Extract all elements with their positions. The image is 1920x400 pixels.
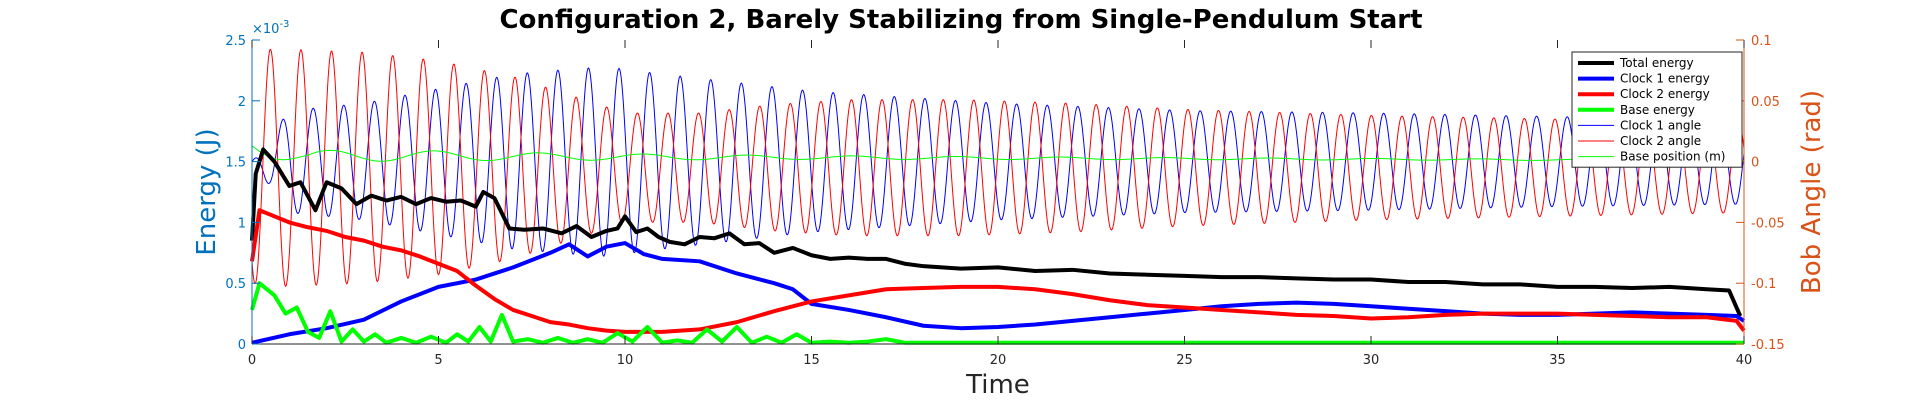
left-y-tick-label: 1.5	[225, 156, 246, 171]
legend-label-base-energy: Base energy	[1620, 103, 1695, 117]
legend-label-base-position-m: Base position (m)	[1620, 150, 1725, 164]
x-tick-label: 0	[248, 353, 256, 368]
plot-ticks: 0 5 10 15 20 25 30 35 40 0 0.5 1 1.5 2 2.5 -0.15 -0.1 -0.…	[225, 34, 1784, 368]
x-tick-label: 35	[1549, 353, 1566, 368]
right-y-tick-label: -0.15	[1751, 338, 1785, 353]
x-tick-label: 40	[1736, 353, 1753, 368]
x-tick-label: 30	[1363, 353, 1380, 368]
x-tick-label: 5	[434, 353, 442, 368]
x-tick-label: 10	[617, 353, 634, 368]
left-y-tick-label: 0	[238, 338, 246, 353]
legend-label-clock-1-energy: Clock 1 energy	[1620, 72, 1710, 86]
left-y-tick-label: 2.5	[225, 34, 246, 49]
left-y-tick-label: 0.5	[225, 277, 246, 292]
x-tick-label: 15	[803, 353, 820, 368]
legend-label-clock-2-energy: Clock 2 energy	[1620, 87, 1710, 101]
left-y-tick-label: 2	[238, 95, 246, 110]
series-line-base-energy	[250, 281, 1744, 345]
legend-label-clock-2-angle: Clock 2 angle	[1620, 134, 1701, 148]
left-axis-exponent: ×10-3	[252, 19, 289, 37]
chart-title: Configuration 2, Barely Stabilizing from…	[499, 5, 1422, 35]
right-y-tick-label: 0	[1751, 156, 1759, 171]
right-y-tick-label: 0.1	[1751, 34, 1772, 49]
right-y-tick-label: 0.05	[1751, 95, 1780, 110]
series-line-clock-1-angle	[251, 67, 1745, 257]
series-line-clock-2-energy	[250, 208, 1746, 334]
left-y-tick-label: 1	[238, 216, 246, 231]
series-line-base-position-m	[251, 145, 1744, 162]
series-line-clock-2-angle	[251, 48, 1745, 287]
x-tick-label: 25	[1176, 353, 1193, 368]
right-y-tick-label: -0.1	[1751, 277, 1776, 292]
legend-label-clock-1-angle: Clock 1 angle	[1620, 118, 1701, 132]
left-y-axis-label: Energy (J)	[192, 128, 222, 255]
right-y-axis-label: Bob Angle (rad)	[1797, 90, 1827, 294]
legend-label-total-energy: Total energy	[1619, 56, 1694, 70]
series-line-clock-1-energy	[251, 241, 1746, 345]
right-y-tick-label: -0.05	[1751, 216, 1785, 231]
series-line-total-energy	[250, 147, 1743, 317]
x-axis-label: Time	[965, 370, 1030, 400]
x-tick-label: 20	[990, 353, 1007, 368]
plot-series	[250, 48, 1746, 345]
